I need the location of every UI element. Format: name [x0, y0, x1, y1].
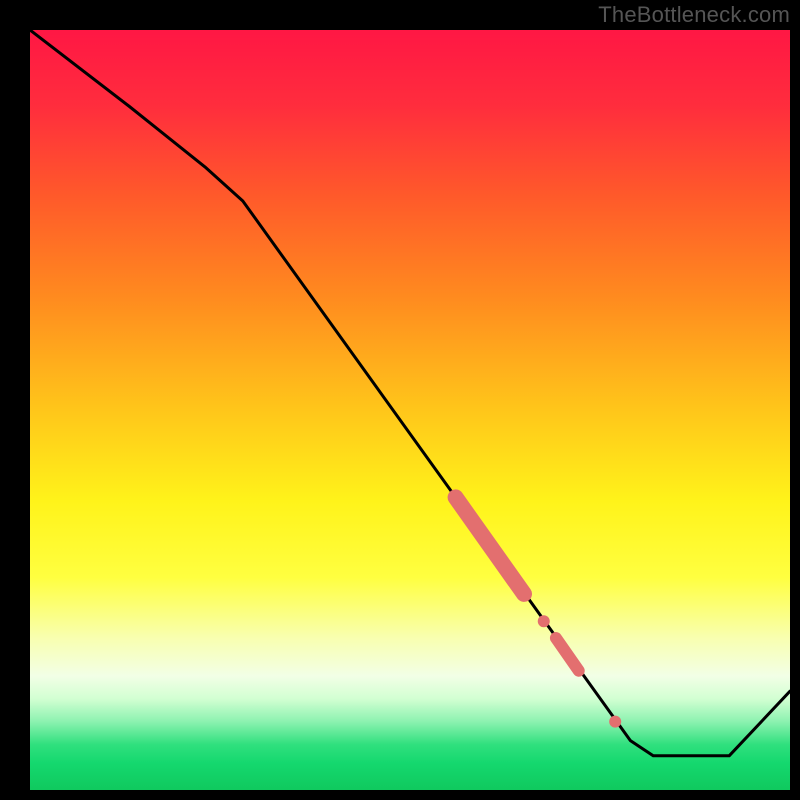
highlight-dot [538, 615, 550, 627]
chart-frame: TheBottleneck.com [0, 0, 800, 800]
highlight-bar [456, 497, 524, 594]
highlight-dot [609, 716, 621, 728]
bottleneck-curve [30, 30, 790, 756]
watermark-text: TheBottleneck.com [598, 2, 790, 28]
curve-layer [30, 30, 790, 790]
plot-area [30, 30, 790, 790]
highlight-bar [556, 638, 579, 671]
